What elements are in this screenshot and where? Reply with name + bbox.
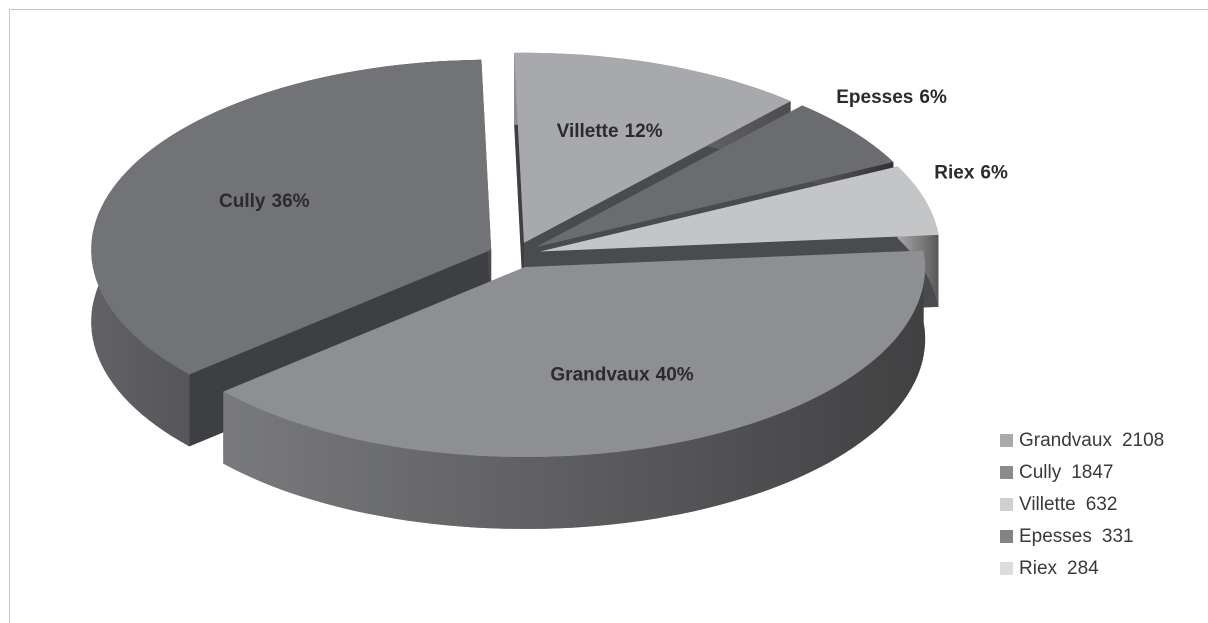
legend-swatch xyxy=(1000,530,1013,543)
chart-frame xyxy=(9,9,1208,623)
data-label-value: 12% xyxy=(625,121,663,142)
legend-count: 284 xyxy=(1067,558,1099,579)
legend-entry: Grandvaux 2108 xyxy=(1019,430,1164,451)
slice xyxy=(540,166,939,252)
slice xyxy=(223,250,926,457)
data-label-value: 36% xyxy=(272,191,310,212)
legend-name: Epesses xyxy=(1019,526,1092,547)
legend-name: Cully xyxy=(1019,462,1062,483)
slice xyxy=(91,59,492,375)
legend-name: Grandvaux xyxy=(1019,430,1112,451)
data-label: Epesses 6% xyxy=(836,87,947,108)
data-label-name: Villette xyxy=(557,121,619,142)
legend-swatch xyxy=(1000,434,1013,447)
data-label-name: Epesses xyxy=(836,87,913,108)
slice xyxy=(535,105,894,248)
legend-entry: Cully 1847 xyxy=(1019,462,1114,483)
legend-entry: Riex 284 xyxy=(1019,558,1099,579)
data-label-value: 40% xyxy=(656,364,694,385)
legend-name: Villette xyxy=(1019,494,1076,515)
legend-count: 331 xyxy=(1102,526,1134,547)
data-label: Villette 12% xyxy=(557,121,663,142)
data-label-name: Riex xyxy=(934,163,975,184)
slice-side-shade xyxy=(223,250,926,529)
legend-swatch xyxy=(1000,466,1013,479)
data-label: Grandvaux 40% xyxy=(550,364,693,385)
slice xyxy=(514,52,791,243)
legend-entry: Epesses 331 xyxy=(1019,526,1134,547)
data-label-value: 6% xyxy=(919,87,947,108)
legend-name: Riex xyxy=(1019,558,1058,579)
legend-count: 1847 xyxy=(1071,462,1113,483)
data-label-value: 6% xyxy=(980,163,1008,184)
legend-count: 2108 xyxy=(1122,430,1164,451)
legend-count: 632 xyxy=(1086,494,1118,515)
legend-swatch xyxy=(1000,562,1013,575)
data-label: Cully 36% xyxy=(219,191,310,212)
data-label-name: Cully xyxy=(219,191,266,212)
legend-swatch xyxy=(1000,498,1013,511)
data-label-name: Grandvaux xyxy=(550,364,650,385)
legend-entry: Villette 632 xyxy=(1019,494,1117,515)
data-label: Riex 6% xyxy=(934,163,1008,184)
